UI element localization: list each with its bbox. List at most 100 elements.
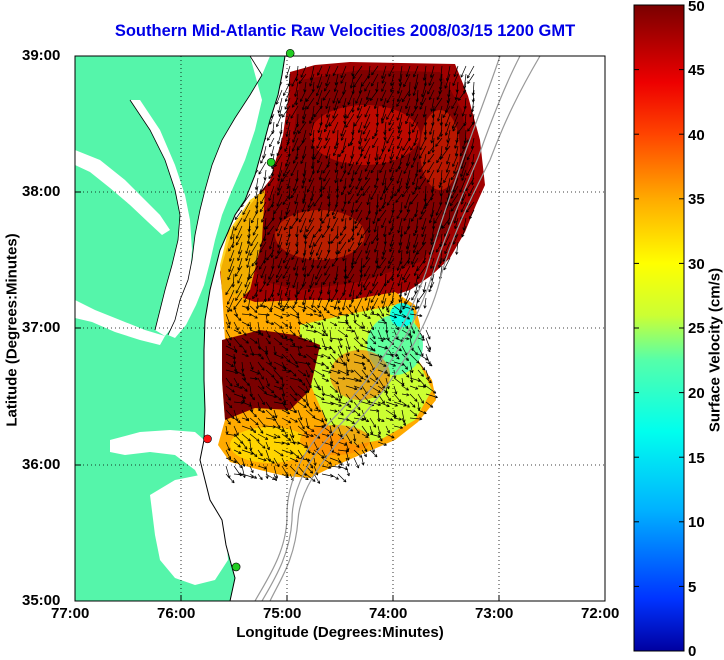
velocity-arrow (342, 297, 347, 311)
velocity-arrow (453, 105, 459, 116)
velocity-arrow (313, 449, 325, 459)
velocity-arrow (299, 217, 307, 233)
velocity-arrow (297, 337, 307, 342)
velocity-arrow (355, 177, 363, 190)
velocity-patch (300, 425, 370, 455)
velocity-arrow (389, 233, 395, 247)
velocity-arrow (225, 385, 235, 393)
velocity-arrow (440, 145, 451, 160)
velocity-arrow (246, 233, 251, 245)
velocity-arrow (337, 313, 350, 317)
velocity-arrow (241, 385, 248, 392)
velocity-arrow (370, 289, 379, 303)
velocity-arrow (369, 441, 375, 453)
velocity-arrow (395, 145, 403, 160)
velocity-arrow (421, 225, 427, 238)
velocity-arrow (321, 409, 328, 422)
velocity-arrow (427, 169, 435, 183)
velocity-arrow (309, 241, 315, 255)
velocity-arrow (429, 65, 435, 78)
velocity-arrow (398, 233, 403, 246)
velocity-arrow (445, 137, 451, 151)
velocity-arrow (401, 393, 410, 397)
velocity-arrow (260, 193, 267, 205)
velocity-arrow (317, 289, 323, 301)
velocity-arrow (258, 257, 267, 270)
velocity-arrow (313, 321, 322, 326)
station-marker (266, 157, 276, 167)
velocity-arrow (423, 297, 427, 309)
velocity-arrow (297, 393, 307, 403)
velocity-arrow (309, 73, 315, 87)
velocity-arrow (297, 321, 309, 328)
velocity-arrow (381, 249, 387, 260)
velocity-arrow (313, 105, 323, 118)
velocity-arrow (361, 425, 370, 437)
velocity-arrow (358, 137, 363, 150)
velocity-arrow (313, 369, 326, 377)
velocity-arrow (337, 337, 343, 349)
velocity-arrow (345, 449, 350, 461)
velocity-arrow (265, 409, 275, 419)
velocity-arrow (372, 137, 379, 149)
velocity-arrow (233, 417, 241, 424)
velocity-arrow (321, 353, 331, 359)
velocity-arrow (241, 321, 251, 327)
velocity-arrow (329, 385, 338, 393)
velocity-arrow (273, 305, 285, 312)
velocity-arrow (364, 81, 371, 92)
velocity-arrow (334, 161, 339, 173)
velocity-arrow (430, 257, 435, 269)
velocity-arrow (402, 257, 411, 269)
station-marker (231, 562, 241, 572)
velocity-arrow (412, 241, 419, 254)
velocity-arrow (361, 345, 374, 351)
velocity-arrow (249, 361, 254, 370)
velocity-arrow (283, 209, 291, 220)
velocity-arrow (297, 353, 307, 358)
velocity-arrow (225, 473, 235, 484)
velocity-arrow (273, 433, 281, 439)
velocity-arrow (377, 401, 390, 408)
velocity-arrow (342, 97, 347, 109)
x-tick-label: 73:00 (475, 605, 514, 622)
velocity-arrow (273, 393, 282, 401)
velocity-arrow (385, 361, 396, 367)
velocity-arrow (249, 465, 254, 474)
velocity-arrow (410, 137, 419, 151)
velocity-arrow (267, 201, 275, 212)
velocity-arrow (284, 97, 291, 110)
velocity-arrow (241, 441, 248, 450)
velocity-arrow (337, 89, 347, 104)
velocity-arrow (443, 169, 451, 184)
velocity-arrow (345, 337, 351, 350)
velocity-arrow (259, 241, 267, 253)
velocity-arrow (361, 369, 369, 379)
velocity-arrow (249, 441, 253, 451)
velocity-arrow (281, 409, 291, 415)
velocity-arrow (341, 201, 347, 212)
velocity-arrow (337, 473, 347, 483)
velocity-arrow (301, 289, 307, 306)
velocity-arrow (313, 345, 322, 350)
velocity-arrow (329, 409, 338, 413)
velocity-arrow (298, 73, 307, 85)
velocity-arrow (237, 273, 243, 284)
velocity-arrow (291, 137, 299, 152)
velocity-arrow (311, 257, 315, 269)
velocity-arrow (259, 233, 267, 248)
velocity-arrow (273, 377, 279, 384)
velocity-arrow (353, 361, 366, 366)
velocity-arrow (351, 225, 355, 241)
velocity-arrow (405, 177, 411, 190)
velocity-arrow (313, 145, 323, 160)
velocity-arrow (388, 65, 395, 77)
velocity-arrow (265, 433, 277, 439)
velocity-arrow (348, 177, 355, 188)
velocity-arrow (397, 81, 403, 95)
velocity-arrow (297, 433, 310, 438)
velocity-arrow (449, 193, 459, 207)
velocity-arrow (241, 353, 249, 358)
velocity-arrow (338, 145, 347, 158)
velocity-arrow (273, 385, 283, 390)
